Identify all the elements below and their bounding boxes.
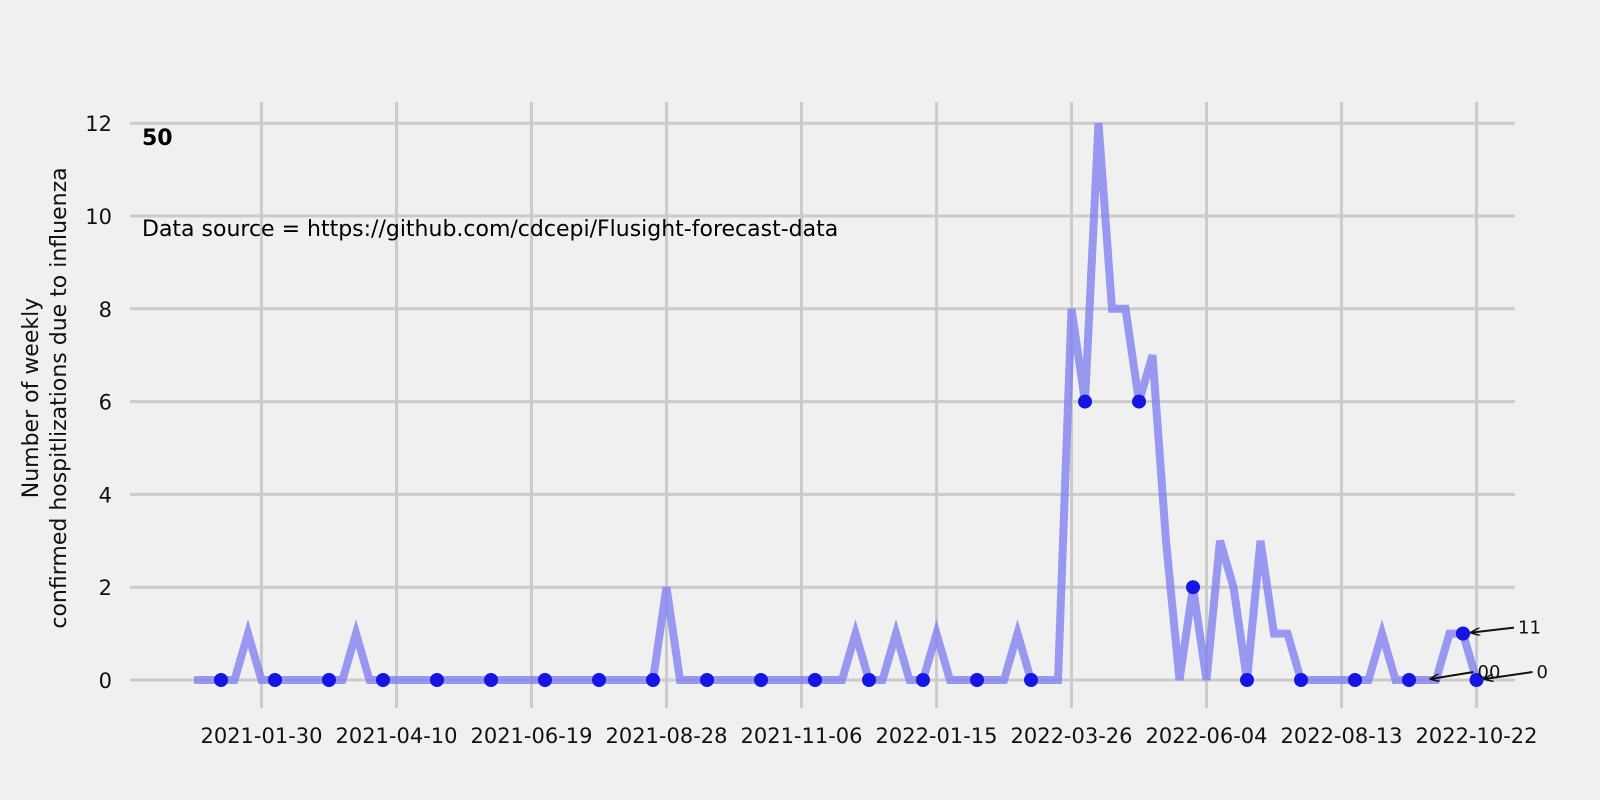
series-markers bbox=[214, 394, 1484, 687]
x-tick-label: 2021-06-19 bbox=[470, 724, 592, 748]
data-point-marker bbox=[916, 673, 931, 687]
data-point-marker bbox=[1078, 394, 1093, 409]
data-point-marker bbox=[1132, 394, 1147, 409]
annotation-label: 00 bbox=[1478, 662, 1501, 683]
series-line bbox=[194, 122, 1481, 684]
x-tick-label: 2022-01-15 bbox=[875, 724, 997, 748]
data-point-marker bbox=[1469, 673, 1484, 687]
data-point-marker bbox=[1240, 673, 1255, 687]
annotation-label: 0 bbox=[1537, 662, 1548, 683]
data-point-marker bbox=[808, 673, 823, 687]
vertical-gridlines bbox=[260, 102, 1479, 708]
data-point-marker bbox=[1402, 673, 1417, 687]
x-tick-label: 2021-11-06 bbox=[740, 724, 862, 748]
x-tick-label: 2022-03-26 bbox=[1010, 724, 1132, 748]
data-point-marker bbox=[376, 673, 391, 687]
x-tick-label: 2021-01-30 bbox=[200, 724, 322, 748]
x-tick-label: 2021-04-10 bbox=[335, 724, 457, 748]
data-source-note: Data source = https://github.com/cdcepi/… bbox=[142, 217, 838, 242]
data-point-marker bbox=[646, 673, 661, 687]
annotation-arrow bbox=[1471, 626, 1515, 633]
data-point-marker bbox=[430, 673, 445, 687]
y-axis-label-line-1: Number of weekly bbox=[19, 298, 44, 499]
annotation-arrow bbox=[1431, 671, 1474, 679]
x-tick-label: 2022-10-22 bbox=[1415, 724, 1537, 748]
panel-label: 50 bbox=[142, 126, 173, 151]
y-tick-label: 2 bbox=[99, 576, 112, 600]
y-tick-label: 0 bbox=[99, 669, 112, 693]
data-point-marker bbox=[538, 673, 553, 687]
data-point-marker bbox=[1456, 626, 1471, 641]
data-point-marker bbox=[268, 673, 283, 687]
annotation-label: 11 bbox=[1518, 618, 1541, 639]
y-tick-label: 12 bbox=[85, 112, 112, 136]
x-tick-label: 2022-08-13 bbox=[1280, 724, 1402, 748]
data-point-marker bbox=[700, 673, 715, 687]
y-tick-label: 8 bbox=[99, 298, 112, 322]
data-point-marker bbox=[1294, 673, 1309, 687]
data-point-marker bbox=[970, 673, 985, 687]
data-point-marker bbox=[592, 673, 607, 687]
data-point-marker bbox=[1186, 580, 1201, 595]
annotation-arrow bbox=[1485, 671, 1533, 679]
horizontal-gridlines bbox=[130, 121, 1515, 682]
y-axis-label-line-2: confirmed hospitlizations due to influen… bbox=[47, 167, 72, 628]
y-tick-label: 10 bbox=[85, 205, 112, 229]
y-tick-labels: 0 2 4 6 8 10 12 bbox=[85, 112, 112, 693]
data-point-marker bbox=[1024, 673, 1039, 687]
x-tick-labels: 2021-01-30 2021-04-10 2021-06-19 2021-08-28… bbox=[200, 724, 1537, 748]
data-point-marker bbox=[862, 673, 877, 687]
data-point-marker bbox=[484, 673, 499, 687]
x-tick-label: 2021-08-28 bbox=[605, 724, 727, 748]
y-tick-label: 4 bbox=[99, 483, 112, 507]
data-point-marker bbox=[214, 673, 229, 687]
data-point-marker bbox=[754, 673, 769, 687]
y-axis-label: Number of weekly confirmed hospitlizatio… bbox=[19, 167, 72, 628]
data-point-marker bbox=[322, 673, 337, 687]
x-tick-label: 2022-06-04 bbox=[1145, 724, 1267, 748]
y-tick-label: 6 bbox=[99, 391, 112, 415]
data-point-marker bbox=[1348, 673, 1363, 687]
